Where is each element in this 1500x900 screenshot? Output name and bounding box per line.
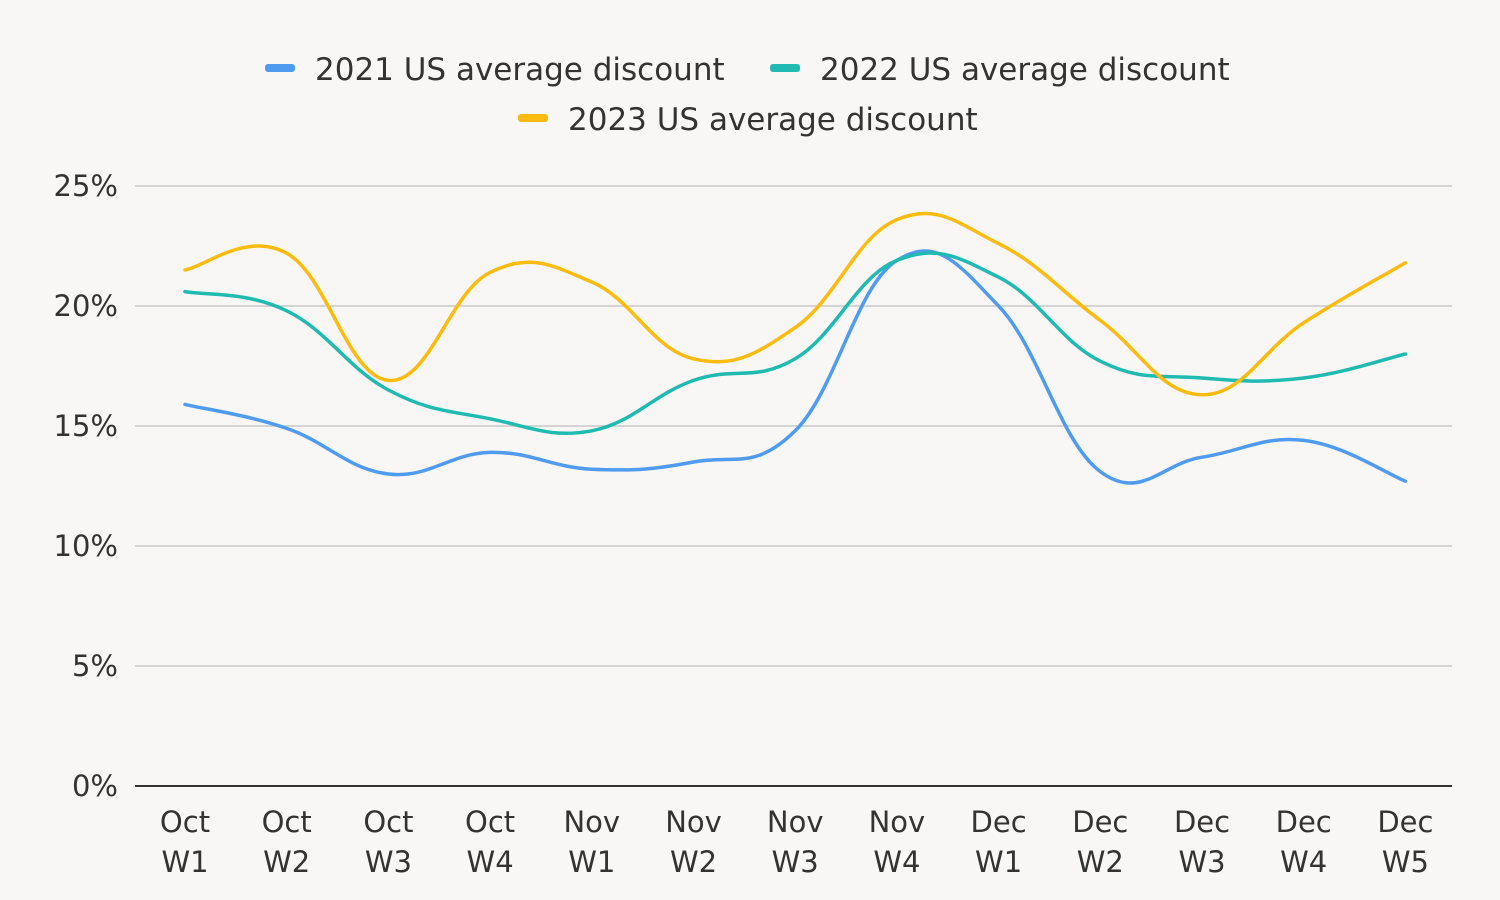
legend: 2021 US average discount 2022 US average …: [265, 52, 1230, 138]
x-tick-label-month: Dec: [971, 805, 1027, 839]
x-tick-label-month: Oct: [363, 805, 413, 839]
x-tick-label-week: W1: [161, 845, 208, 879]
legend-label: 2022 US average discount: [820, 52, 1230, 88]
x-tick-label-week: W3: [1178, 845, 1225, 879]
x-tick-label-month: Dec: [1072, 805, 1128, 839]
x-tick-label-week: W2: [1077, 845, 1124, 879]
legend-swatch: [518, 114, 548, 122]
legend-label: 2021 US average discount: [315, 52, 725, 88]
x-tick-label-month: Dec: [1377, 805, 1433, 839]
x-tick-label-week: W3: [772, 845, 819, 879]
y-axis-ticks: 0% 5% 10% 15% 20% 25%: [54, 169, 118, 803]
x-axis-ticks: Oct W1 Oct W2 Oct W3 Oct W4 Nov W1 Nov W2 Nov W3 Nov W4…: [160, 805, 1434, 879]
series-2022-line: [183, 251, 1408, 436]
x-tick-label-month: Oct: [262, 805, 312, 839]
x-tick-label-week: W4: [467, 845, 514, 879]
x-tick-label-week: W2: [670, 845, 717, 879]
x-tick-label-week: W1: [568, 845, 615, 879]
x-tick-label-week: W4: [873, 845, 920, 879]
series-2023-line: [183, 211, 1408, 397]
legend-swatch: [770, 64, 800, 72]
x-tick-label-week: W5: [1382, 845, 1429, 879]
x-tick-label-month: Nov: [563, 805, 620, 839]
x-tick-label-week: W1: [975, 845, 1022, 879]
x-tick-label-month: Dec: [1276, 805, 1332, 839]
y-tick-label: 25%: [54, 169, 118, 203]
x-tick-label-month: Oct: [160, 805, 210, 839]
gridlines: [135, 185, 1452, 787]
x-tick-label-month: Dec: [1174, 805, 1230, 839]
y-tick-label: 5%: [72, 649, 118, 683]
y-tick-label: 15%: [54, 409, 118, 443]
y-tick-label: 10%: [54, 529, 118, 563]
legend-swatch: [265, 64, 295, 72]
x-tick-label-week: W4: [1280, 845, 1327, 879]
x-tick-label-month: Oct: [465, 805, 515, 839]
x-tick-label-week: W3: [365, 845, 412, 879]
x-tick-label-week: W2: [263, 845, 310, 879]
y-tick-label: 20%: [54, 289, 118, 323]
series-2021-line: [183, 249, 1408, 485]
x-tick-label-month: Nov: [665, 805, 722, 839]
y-tick-label: 0%: [72, 769, 118, 803]
x-tick-label-month: Nov: [767, 805, 824, 839]
series-lines: [183, 211, 1408, 485]
legend-label: 2023 US average discount: [568, 102, 978, 138]
x-tick-label-month: Nov: [869, 805, 926, 839]
